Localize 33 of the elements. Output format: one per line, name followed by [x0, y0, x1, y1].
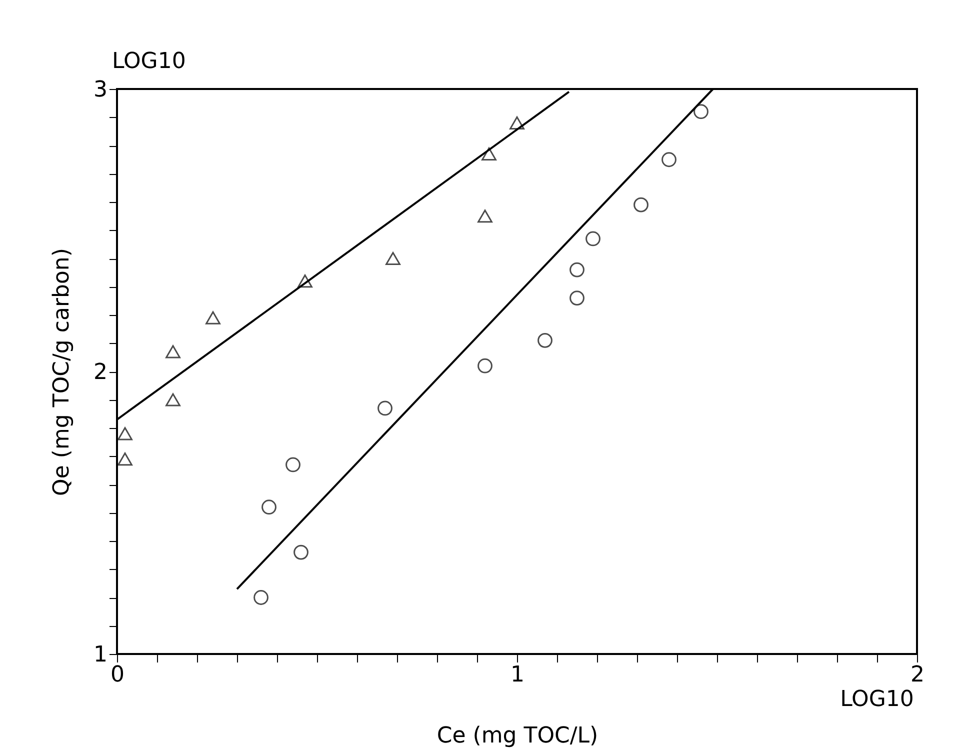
point [482, 147, 496, 161]
point [286, 457, 300, 472]
point [294, 544, 308, 560]
point [634, 197, 648, 212]
point [298, 274, 312, 288]
point [586, 231, 600, 246]
point [570, 290, 584, 306]
point [694, 104, 708, 120]
y-axis-title: Qe (mg TOC/g carbon) [50, 248, 75, 496]
y-tick-label: 1 [94, 642, 108, 668]
point [206, 311, 220, 324]
point [166, 345, 180, 358]
point [118, 427, 132, 440]
x-tick-label: 2 [910, 662, 924, 688]
point [570, 262, 584, 278]
point [510, 116, 524, 130]
x-tick-label: 0 [110, 662, 124, 688]
point [254, 590, 268, 605]
x-axis-title: Ce (mg TOC/L) [436, 724, 598, 748]
point [262, 500, 276, 515]
point [478, 358, 492, 374]
point [662, 152, 676, 168]
y-tick-label: 3 [94, 78, 108, 102]
text: LOG10 [112, 49, 186, 74]
point [118, 452, 132, 466]
text: LOG10 [840, 687, 914, 712]
point [378, 400, 392, 416]
point [478, 210, 492, 223]
x-tick-label: 1 [510, 662, 524, 688]
point [538, 332, 552, 348]
y-tick-label: 2 [94, 360, 108, 385]
point [166, 393, 180, 406]
point [386, 252, 400, 266]
